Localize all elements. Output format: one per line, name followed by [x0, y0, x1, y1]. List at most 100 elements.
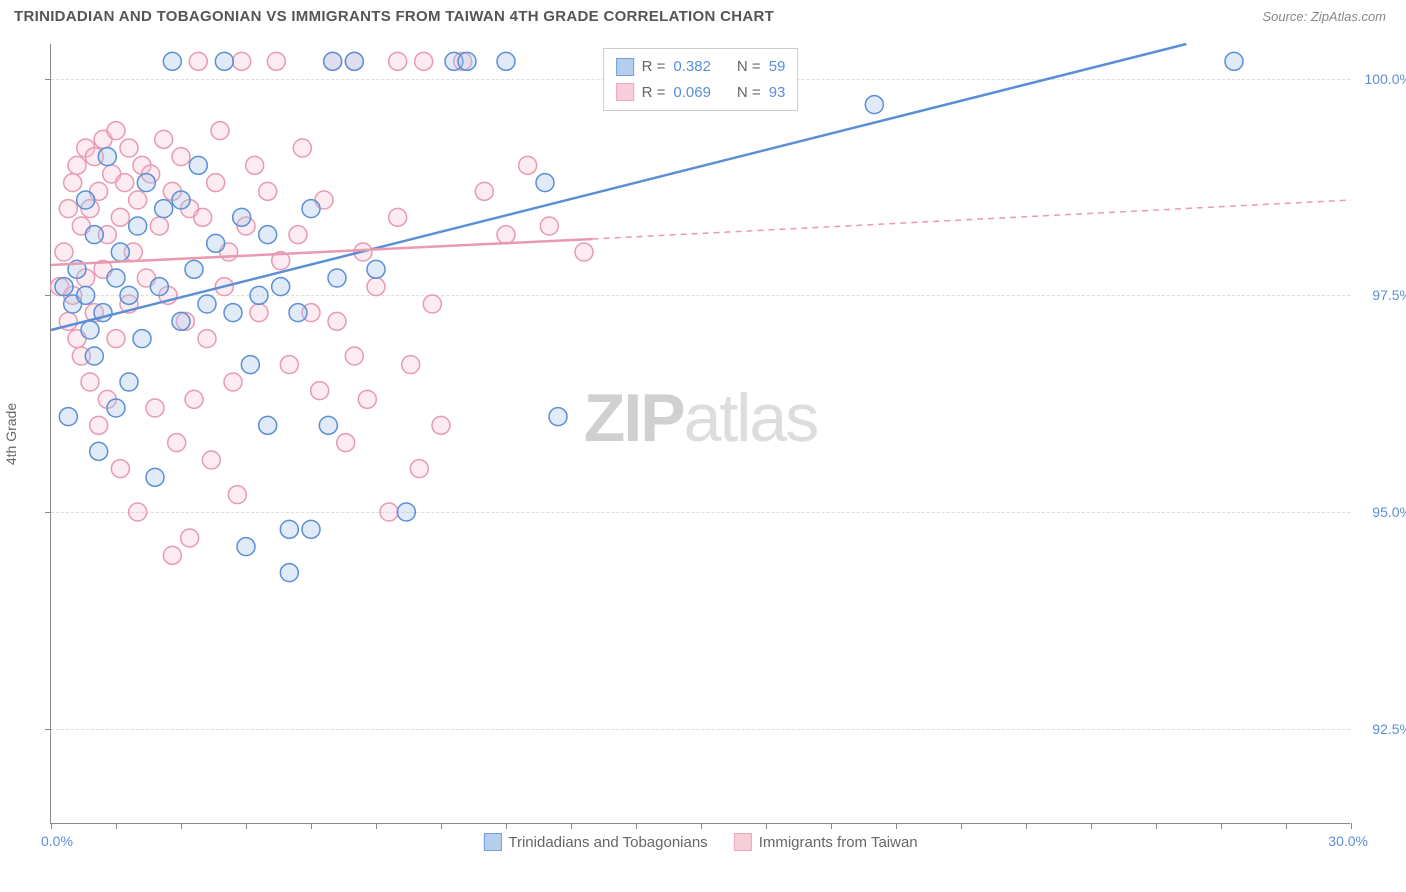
data-point-blue: [237, 538, 255, 556]
data-point-blue: [1225, 52, 1243, 70]
data-point-blue: [458, 52, 476, 70]
x-tick-mark: [1351, 823, 1352, 829]
data-point-pink: [163, 546, 181, 564]
data-point-blue: [98, 148, 116, 166]
x-tick-mark: [1091, 823, 1092, 829]
data-point-pink: [519, 156, 537, 174]
data-point-pink: [185, 390, 203, 408]
data-point-pink: [540, 217, 558, 235]
data-point-blue: [107, 399, 125, 417]
data-point-blue: [280, 520, 298, 538]
data-point-blue: [189, 156, 207, 174]
x-tick-mark: [1026, 823, 1027, 829]
data-point-blue: [497, 52, 515, 70]
data-point-pink: [380, 503, 398, 521]
y-axis-title: 4th Grade: [3, 402, 19, 464]
data-point-blue: [150, 278, 168, 296]
data-point-blue: [345, 52, 363, 70]
legend-correlation-box: R = 0.382 N = 59 R = 0.069 N = 93: [603, 48, 799, 111]
x-tick-mark: [766, 823, 767, 829]
legend-r-label: R =: [642, 80, 666, 106]
data-point-pink: [168, 434, 186, 452]
data-point-blue: [146, 468, 164, 486]
legend-n-label: N =: [737, 54, 761, 80]
legend-series-box: Trinidadians and Tobagonians Immigrants …: [483, 833, 917, 851]
data-point-blue: [111, 243, 129, 261]
x-tick-mark: [1221, 823, 1222, 829]
data-point-blue: [172, 312, 190, 330]
data-point-blue: [77, 286, 95, 304]
data-point-pink: [150, 217, 168, 235]
data-point-blue: [536, 174, 554, 192]
data-point-blue: [172, 191, 190, 209]
data-point-blue: [289, 304, 307, 322]
data-point-pink: [259, 182, 277, 200]
data-point-pink: [172, 148, 190, 166]
data-point-blue: [302, 200, 320, 218]
x-tick-mark: [636, 823, 637, 829]
x-tick-mark: [181, 823, 182, 829]
y-tick-label: 100.0%: [1357, 71, 1406, 87]
x-tick-mark: [51, 823, 52, 829]
data-point-blue: [85, 347, 103, 365]
data-point-blue: [549, 408, 567, 426]
data-point-pink: [198, 330, 216, 348]
data-point-blue: [85, 226, 103, 244]
data-point-pink: [211, 122, 229, 140]
data-point-pink: [116, 174, 134, 192]
data-point-pink: [202, 451, 220, 469]
data-point-pink: [81, 373, 99, 391]
data-point-blue: [865, 96, 883, 114]
data-point-blue: [129, 217, 147, 235]
data-point-pink: [129, 191, 147, 209]
chart-title: TRINIDADIAN AND TOBAGONIAN VS IMMIGRANTS…: [14, 8, 774, 25]
legend-swatch-blue: [616, 58, 634, 76]
data-point-blue: [81, 321, 99, 339]
legend-swatch-blue: [483, 833, 501, 851]
x-axis-max-label: 30.0%: [1328, 833, 1368, 849]
data-point-pink: [423, 295, 441, 313]
data-point-pink: [345, 347, 363, 365]
x-tick-mark: [896, 823, 897, 829]
data-point-pink: [389, 52, 407, 70]
data-point-pink: [432, 416, 450, 434]
scatter-plot-svg: [51, 44, 1350, 823]
data-point-pink: [55, 243, 73, 261]
data-point-pink: [146, 399, 164, 417]
data-point-blue: [319, 416, 337, 434]
legend-r-label: R =: [642, 54, 666, 80]
x-tick-mark: [701, 823, 702, 829]
legend-n-value-blue: 59: [769, 54, 786, 80]
data-point-pink: [90, 416, 108, 434]
x-tick-mark: [246, 823, 247, 829]
data-point-pink: [111, 460, 129, 478]
legend-n-value-pink: 93: [769, 80, 786, 106]
data-point-blue: [163, 52, 181, 70]
x-tick-mark: [506, 823, 507, 829]
data-point-pink: [246, 156, 264, 174]
x-tick-mark: [116, 823, 117, 829]
data-point-blue: [259, 226, 277, 244]
data-point-blue: [302, 520, 320, 538]
data-point-pink: [280, 356, 298, 374]
data-point-pink: [389, 208, 407, 226]
data-point-blue: [367, 260, 385, 278]
x-tick-mark: [311, 823, 312, 829]
x-tick-mark: [961, 823, 962, 829]
data-point-blue: [397, 503, 415, 521]
data-point-pink: [293, 139, 311, 157]
data-point-pink: [111, 208, 129, 226]
data-point-pink: [415, 52, 433, 70]
data-point-pink: [68, 156, 86, 174]
x-axis-min-label: 0.0%: [41, 833, 73, 849]
data-point-blue: [55, 278, 73, 296]
data-point-pink: [155, 130, 173, 148]
data-point-pink: [189, 52, 207, 70]
legend-n-label: N =: [737, 80, 761, 106]
x-tick-mark: [571, 823, 572, 829]
data-point-blue: [233, 208, 251, 226]
chart-plot-area: 4th Grade ZIPatlas 92.5%95.0%97.5%100.0%…: [50, 44, 1350, 824]
data-point-pink: [64, 174, 82, 192]
data-point-pink: [410, 460, 428, 478]
data-point-blue: [250, 286, 268, 304]
